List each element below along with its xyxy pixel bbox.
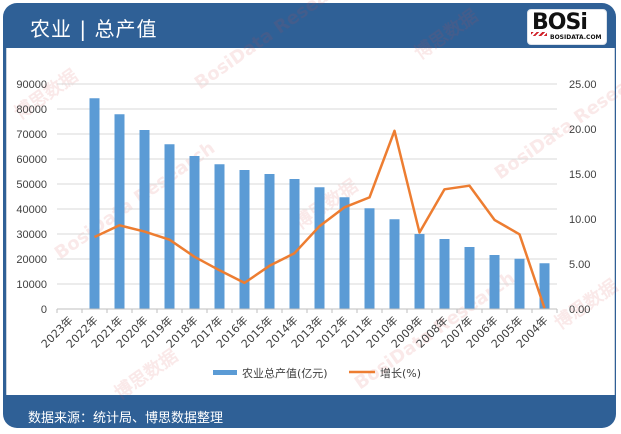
left-axis-tick: 30000: [16, 229, 47, 241]
right-axis-tick: 15.00: [569, 169, 597, 181]
watermark-text: 博思数据: [110, 345, 182, 404]
legend: 农业总产值(亿元) 增长(%): [213, 366, 421, 380]
left-axis-tick: 80000: [16, 104, 47, 116]
left-axis-tick: 10000: [16, 279, 47, 291]
bar: [339, 197, 350, 309]
bar: [239, 170, 250, 309]
logo-subtext: BOSIDATA.COM: [550, 34, 602, 41]
left-axis-tick: 20000: [16, 254, 47, 266]
data-source: 数据来源：统计局、博思数据整理: [28, 411, 224, 426]
legend-bar-label: 农业总产值(亿元): [242, 366, 328, 380]
bosi-logo: BOSi BOSIDATA.COM: [527, 9, 607, 45]
bar: [164, 144, 175, 309]
watermark-text: BosiData Research: [191, 0, 359, 94]
growth-line: [93, 129, 546, 309]
bar: [439, 239, 450, 309]
line-series: [93, 129, 546, 309]
right-axis-tick: 25.00: [569, 79, 597, 91]
bar: [364, 208, 375, 309]
page-title: 农业 | 总产值: [30, 17, 158, 41]
bar: [214, 164, 225, 309]
bar: [389, 219, 400, 309]
left-axis-tick: 90000: [16, 79, 47, 91]
bar: [264, 174, 275, 309]
bar: [464, 247, 475, 309]
watermark-text: BosiData Research: [491, 58, 621, 185]
bar: [314, 187, 325, 309]
watermark-text: 博思数据: [410, 5, 482, 64]
legend-line-label: 增长(%): [380, 366, 421, 380]
right-axis-tick: 5.00: [569, 259, 590, 271]
bar: [189, 156, 200, 309]
legend-bar-swatch-icon: [213, 370, 237, 375]
logo-stripe-icon: [531, 32, 547, 36]
bar: [289, 179, 300, 309]
bar: [489, 255, 500, 309]
bar: [114, 114, 125, 309]
bar-series: [89, 98, 550, 309]
right-axis-tick: 0.00: [569, 304, 590, 316]
left-axis-tick: 60000: [16, 154, 47, 166]
left-axis-tick: 0: [41, 304, 47, 316]
bar: [514, 258, 525, 309]
gridlines: [57, 83, 557, 285]
chart-panel: [6, 48, 615, 395]
right-axis-tick: 10.00: [569, 214, 597, 226]
left-axis-tick: 40000: [16, 204, 47, 216]
left-axis-tick: 70000: [16, 129, 47, 141]
bar: [89, 98, 100, 309]
bar: [414, 234, 425, 309]
right-axis-tick: 20.00: [569, 124, 597, 136]
left-axis-tick: 50000: [16, 179, 47, 191]
bar: [139, 130, 150, 309]
logo-text: BOSi: [532, 10, 588, 35]
bar: [539, 263, 550, 309]
